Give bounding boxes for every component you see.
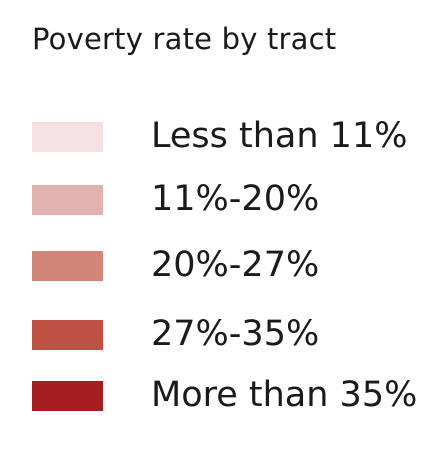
legend-title: Poverty rate by tract [32,22,337,56]
legend-item-more-than-35: More than 35% [32,375,442,416]
legend-swatch [32,381,103,411]
legend-swatch [32,185,103,215]
legend-swatch [32,320,103,350]
legend-item-label: 27%-35% [151,314,320,354]
legend-item-label: Less than 11% [151,116,408,156]
legend-item-label: 11%-20% [151,179,320,219]
legend-item-less-than-11: Less than 11% [32,116,442,157]
legend-item-20-27: 20%-27% [32,245,442,286]
legend-item-27-35: 27%-35% [32,314,442,355]
legend-item-11-20: 11%-20% [32,179,442,220]
legend-item-label: More than 35% [151,375,418,415]
legend-item-label: 20%-27% [151,245,320,285]
legend-swatch [32,122,103,152]
legend-swatch [32,251,103,281]
